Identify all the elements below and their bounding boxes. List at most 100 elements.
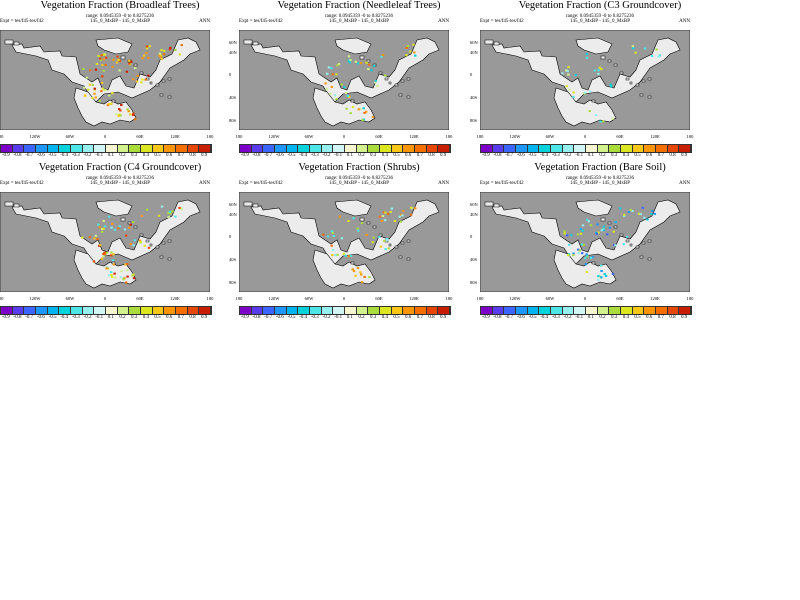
- colorbar-swatch: [199, 145, 212, 152]
- data-cell: [380, 219, 384, 222]
- data-cell: [387, 247, 390, 250]
- data-cell: [111, 259, 115, 262]
- colorbar-swatch: [176, 307, 188, 314]
- colorbar-label: 0.4: [142, 315, 149, 320]
- lat-tick-label: 0: [470, 234, 473, 239]
- colorbar-swatch: [492, 307, 505, 314]
- data-cell: [643, 216, 646, 219]
- data-cell: [572, 96, 575, 99]
- data-cell: [380, 55, 383, 58]
- data-cell: [133, 239, 137, 242]
- data-cell: [589, 90, 592, 93]
- colorbar-label: -0.1: [95, 315, 104, 320]
- data-cell: [89, 69, 92, 72]
- data-cell: [619, 207, 622, 210]
- colorbar-label: -0.2: [563, 153, 572, 158]
- data-cell: [125, 70, 129, 73]
- season-label: ANN: [679, 19, 690, 24]
- data-cell: [363, 276, 366, 278]
- island: [155, 245, 160, 249]
- data-cell: [160, 57, 163, 60]
- data-cell: [169, 212, 172, 215]
- data-cell: [108, 274, 111, 277]
- data-cell: [145, 208, 149, 211]
- case-text: 145_0_MxBP - 145_0_MxBP: [569, 19, 631, 24]
- colorbar-swatch: [129, 307, 142, 314]
- island: [145, 239, 150, 243]
- colorbar-label: -0.8: [252, 153, 261, 158]
- colorbar-label: -0.7: [505, 315, 514, 320]
- lon-tick-label: 180: [0, 134, 4, 139]
- island: [647, 257, 652, 261]
- data-cell: [367, 68, 370, 71]
- colorbar-swatch: [586, 307, 598, 314]
- expt-text: Expt = tes/f45-tes/f42: [0, 181, 44, 186]
- colorbar-label: 0.7: [657, 315, 664, 320]
- data-cell: [110, 274, 113, 276]
- data-cell: [110, 102, 113, 105]
- data-cell: [109, 271, 113, 274]
- data-cell: [561, 72, 564, 75]
- data-cell: [326, 72, 329, 75]
- data-cell: [352, 270, 356, 273]
- colorbar-swatch: [71, 307, 83, 314]
- data-cell: [347, 220, 350, 222]
- data-cell: [327, 66, 331, 69]
- season-label: ANN: [438, 181, 449, 186]
- data-cell: [360, 273, 363, 276]
- colorbar-swatch: [380, 145, 392, 152]
- lon-tick-label: 60E: [375, 296, 383, 301]
- season-label: ANN: [438, 19, 449, 24]
- data-cell: [614, 244, 617, 247]
- data-cell: [349, 59, 352, 62]
- data-cell: [97, 54, 100, 57]
- data-cell: [132, 113, 135, 116]
- expt-text: Expt = tes/f45-tes/f42: [239, 19, 283, 24]
- data-cell: [101, 64, 104, 66]
- data-cell: [163, 50, 166, 52]
- colorbar-label: 0.5: [154, 153, 161, 158]
- colorbar-swatch: [106, 145, 118, 152]
- colorbar-label: -0.8: [252, 315, 261, 320]
- data-cell: [330, 67, 333, 70]
- data-cell: [334, 254, 337, 256]
- data-cell: [600, 229, 603, 232]
- lon-tick-label: 0: [103, 296, 107, 301]
- colorbar-label: 0.4: [622, 153, 629, 158]
- colorbar-swatch: [117, 145, 130, 152]
- colorbar-swatch: [391, 145, 404, 152]
- range-text: range: 0.0945359 -0 to 0.8275236: [85, 14, 155, 19]
- data-cell: [85, 76, 89, 79]
- data-cell: [611, 117, 615, 120]
- colorbar-swatch: [644, 145, 657, 152]
- colorbar-swatch: [251, 307, 264, 314]
- data-cell: [117, 59, 120, 61]
- data-cell: [604, 275, 608, 277]
- colorbar-label: -0.3: [310, 315, 319, 320]
- data-cell: [168, 48, 172, 51]
- colorbar-swatch: [24, 145, 37, 152]
- colorbar-swatch: [71, 145, 83, 152]
- colorbar-label: -0.2: [322, 153, 331, 158]
- data-cell: [330, 244, 333, 247]
- data-cell: [128, 62, 131, 65]
- colorbar-label: 0.9: [681, 315, 688, 320]
- lon-tick-label: 120W: [268, 134, 280, 139]
- colorbar-swatch: [438, 307, 451, 314]
- colorbar-swatch: [621, 307, 633, 314]
- data-cell: [342, 252, 345, 255]
- colorbar-label: -0.7: [264, 153, 273, 158]
- colorbar-label: -0.9: [240, 153, 249, 158]
- island: [625, 239, 630, 243]
- colorbar-swatch: [199, 307, 212, 314]
- colorbar-label: -0.9: [481, 153, 490, 158]
- data-cell: [101, 87, 105, 90]
- colorbar-swatch: [504, 307, 517, 314]
- data-cell: [386, 238, 389, 241]
- data-cell: [586, 218, 589, 221]
- island: [359, 217, 365, 222]
- lon-tick-label: 120W: [29, 134, 41, 139]
- data-cell: [384, 211, 387, 214]
- data-cell: [117, 227, 120, 230]
- colorbar-swatch: [106, 307, 118, 314]
